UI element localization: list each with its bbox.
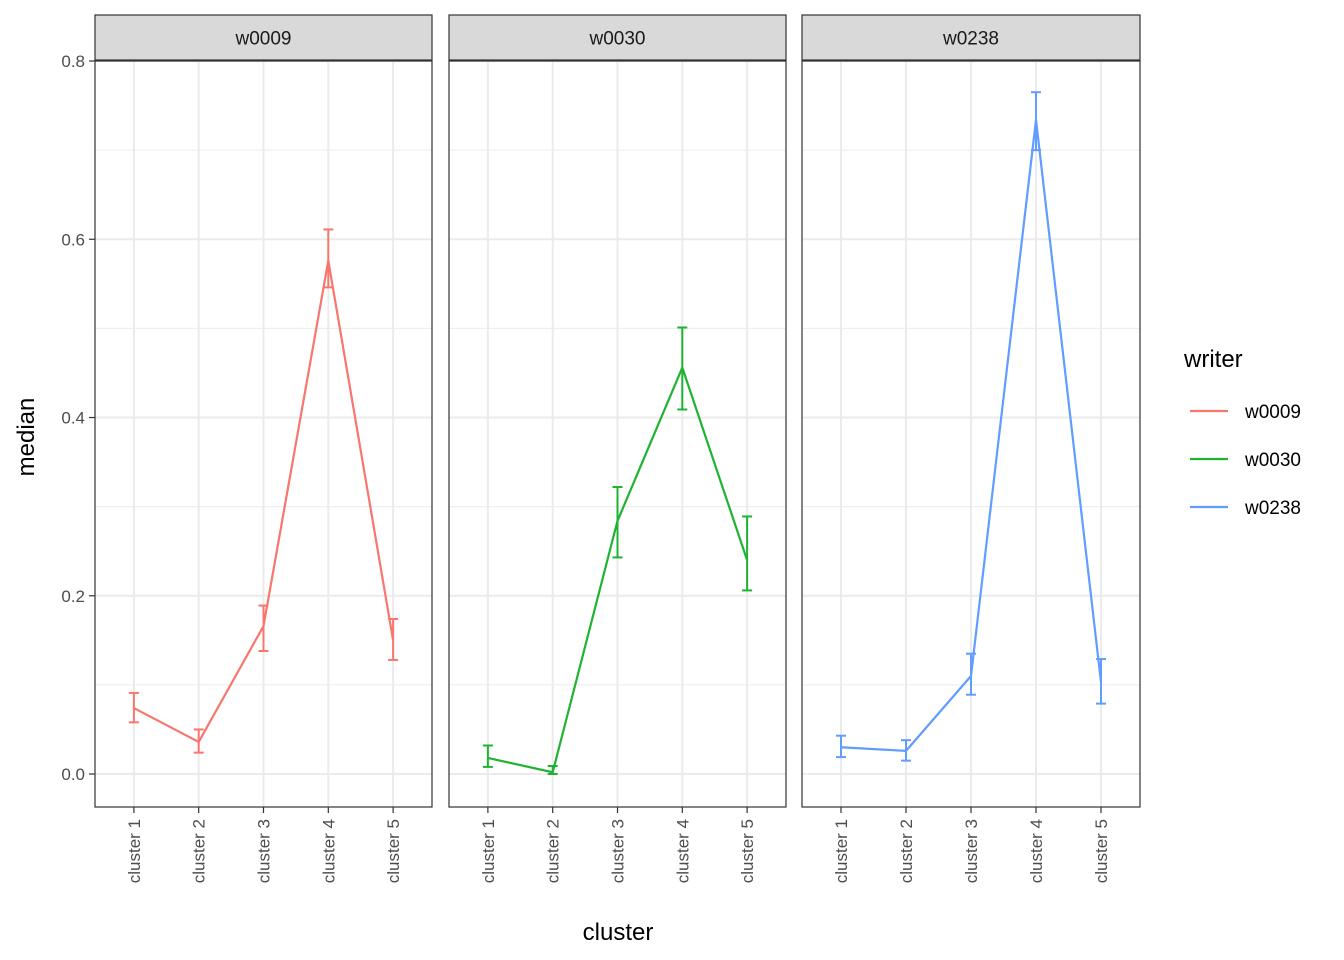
y-axis-title: median bbox=[13, 398, 40, 477]
y-tick-label: 0.4 bbox=[61, 409, 85, 428]
error-bar bbox=[193, 728, 204, 754]
error-bar bbox=[742, 515, 753, 592]
x-tick-label: cluster 5 bbox=[1092, 819, 1111, 883]
x-tick-label: cluster 4 bbox=[673, 819, 692, 883]
x-axis-title: cluster bbox=[583, 919, 654, 946]
y-tick-label: 0.2 bbox=[61, 587, 85, 606]
facet-panel-w0009: w0009 cluster 1 cluster 2 cluster 3 cluster … bbox=[94, 14, 433, 883]
x-tick-label: cluster 1 bbox=[479, 819, 498, 883]
error-bar bbox=[1096, 658, 1106, 705]
facet-panels: w0009 cluster 1 cluster 2 cluster 3 cluster … bbox=[94, 14, 1141, 883]
x-tick-label: cluster 1 bbox=[125, 819, 144, 883]
error-bar bbox=[323, 228, 334, 289]
error-bar bbox=[612, 486, 623, 559]
x-tick-label: cluster 4 bbox=[319, 819, 338, 883]
legend-item-w0030: w0030 bbox=[1190, 450, 1301, 471]
x-tick-label: cluster 2 bbox=[897, 819, 916, 883]
facet-strip bbox=[801, 14, 1141, 61]
y-tick-label: 0.0 bbox=[61, 765, 85, 784]
error-bar bbox=[388, 617, 399, 661]
x-tick-label: cluster 3 bbox=[962, 819, 981, 883]
facet-strip-label: w0238 bbox=[942, 29, 999, 50]
error-bar bbox=[1031, 91, 1041, 152]
error-bar bbox=[677, 326, 688, 411]
error-bar bbox=[258, 604, 269, 653]
legend-label: w0009 bbox=[1244, 402, 1301, 423]
legend-label: w0030 bbox=[1244, 450, 1301, 471]
legend: writer w0009 w0030 w0238 bbox=[1183, 346, 1301, 519]
x-tick-label: cluster 5 bbox=[738, 819, 757, 883]
facet-strip-label: w0030 bbox=[589, 29, 646, 50]
error-bar bbox=[901, 739, 911, 762]
error-bar bbox=[128, 691, 139, 724]
y-tick-label: 0.6 bbox=[61, 230, 85, 249]
legend-title: writer bbox=[1183, 346, 1243, 373]
y-axis: 0.0 0.2 0.4 0.6 0.8 bbox=[61, 52, 95, 784]
x-tick-label: cluster 5 bbox=[384, 819, 403, 883]
x-tick-label: cluster 3 bbox=[609, 819, 628, 883]
error-bar bbox=[482, 744, 493, 768]
legend-item-w0238: w0238 bbox=[1190, 498, 1301, 519]
error-bar bbox=[836, 734, 846, 759]
error-bar bbox=[547, 765, 558, 776]
x-tick-label: cluster 4 bbox=[1027, 819, 1046, 883]
facet-strip bbox=[448, 14, 787, 61]
facet-panel-w0238: w0238 cluster 1 cluster 2 cluster 3 cluster … bbox=[801, 14, 1141, 883]
facet-panel-w0030: w0030 cluster 1 cluster 2 cluster 3 cluster … bbox=[448, 14, 787, 883]
x-tick-label: cluster 2 bbox=[544, 819, 563, 883]
legend-label: w0238 bbox=[1244, 498, 1301, 519]
x-tick-label: cluster 3 bbox=[255, 819, 274, 883]
x-tick-label: cluster 1 bbox=[832, 819, 851, 883]
y-tick-label: 0.8 bbox=[61, 52, 85, 71]
legend-item-w0009: w0009 bbox=[1190, 402, 1301, 423]
x-tick-label: cluster 2 bbox=[190, 819, 209, 883]
facet-strip-label: w0009 bbox=[235, 29, 292, 50]
facet-strip bbox=[94, 14, 433, 61]
error-bar bbox=[966, 652, 976, 696]
